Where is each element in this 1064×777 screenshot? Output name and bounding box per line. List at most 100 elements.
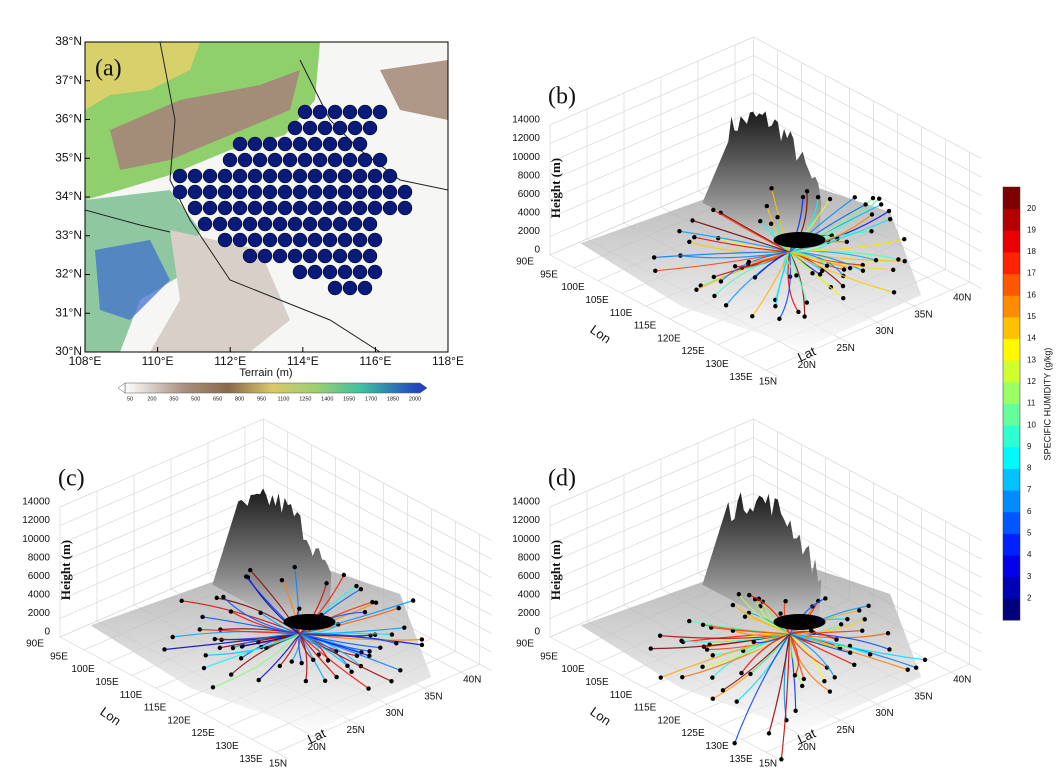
colorbar-tick-label: 16 (1027, 290, 1036, 299)
trajectory-panel: 0 2000 4000 6000 8000 10000 12000 14000 Height (… (512, 36, 982, 388)
trajectory-end (410, 598, 416, 603)
lon-tick-label: 120E (657, 333, 681, 344)
height-tick-label: 2000 (28, 608, 51, 619)
grid-line (549, 110, 754, 200)
colorbar-tick-label: 4 (1027, 550, 1032, 559)
trajectory-end (687, 239, 692, 245)
trajectory-panel: 0 2000 4000 6000 8000 10000 12000 14000 Height (… (22, 418, 492, 770)
lat-tick-label: 20N (308, 742, 326, 753)
height-tick-label: 14000 (512, 497, 540, 508)
site-dot (302, 120, 318, 136)
trajectory-end (303, 678, 309, 684)
trajectory (732, 604, 790, 635)
site-dot (262, 136, 278, 152)
height-tick-label: 8000 (28, 552, 51, 563)
site-dot (212, 216, 228, 232)
lat-tick-label: 40N (463, 675, 481, 686)
trajectory (679, 230, 790, 253)
trajectory (748, 612, 790, 635)
lat-title: Lat (305, 725, 328, 746)
site-dot (272, 248, 288, 264)
trajectory (212, 633, 300, 688)
terrain-plateau (702, 492, 822, 647)
site-dot (322, 232, 338, 248)
lat-tick-label: 30N (875, 326, 893, 337)
height-title: Height (m) (548, 540, 563, 600)
trajectory-end (822, 678, 827, 684)
trajectory (298, 633, 303, 664)
lat-tick-label: 35°N (55, 150, 82, 164)
lon-tick-label: 110E (610, 308, 633, 319)
lat-tick-label: 30N (875, 708, 893, 719)
height-tick-label: 14000 (512, 115, 540, 126)
lon-tick-label: 105E (585, 677, 609, 688)
trajectory-end (279, 577, 285, 583)
site-dot (352, 264, 368, 280)
trajectory-end (752, 275, 758, 280)
lat-tick-label: 31°N (55, 305, 82, 319)
source-cluster (773, 613, 826, 630)
trajectory-end (896, 257, 901, 262)
lon-tick-label: 115E (144, 703, 167, 714)
trajectory-end (862, 617, 867, 622)
trajectory-end (710, 653, 715, 658)
colorbar-segment (1003, 273, 1020, 296)
trajectory-end (783, 598, 788, 604)
height-tick-label: 8000 (518, 552, 541, 563)
trajectory-end (419, 637, 425, 642)
height-tick-label: 14000 (22, 497, 50, 508)
lat-tick-label: 40N (953, 675, 971, 686)
grid-line (59, 492, 264, 582)
site-dot (317, 216, 333, 232)
trajectory-end (704, 647, 710, 652)
trajectory (780, 633, 791, 760)
trajectory-end (238, 656, 244, 661)
terrain-lowland (580, 555, 922, 732)
colorbar-segment (1003, 576, 1020, 599)
height-tick-label: 6000 (518, 571, 541, 582)
colorbar-tick-label: 2 (1027, 593, 1032, 602)
lat-tick-label: 30°N (55, 344, 82, 358)
terrain-colorbar (124, 382, 421, 394)
trajectory-end (823, 596, 828, 601)
site-dot (332, 216, 348, 232)
trajectory-end (341, 572, 347, 578)
grid-line (263, 492, 492, 616)
site-dot (382, 168, 398, 184)
trajectory (789, 633, 871, 656)
site-dot (347, 120, 363, 136)
height-tick-label: 0 (44, 627, 50, 638)
grid-line (549, 254, 779, 377)
trajectory-end (680, 674, 685, 680)
trajectory-end (653, 268, 658, 274)
trajectory-end (742, 614, 748, 619)
lon-title: Lon (587, 704, 613, 729)
lat-tick-label: 20N (798, 742, 816, 753)
lon-tick-label: 100E (561, 282, 585, 293)
colorbar-segment (1003, 598, 1020, 621)
lat-tick-label: 34°N (55, 189, 82, 203)
colorbar-tick-label: 50 (127, 396, 133, 402)
trajectory-end (766, 731, 772, 736)
site-dot (292, 232, 308, 248)
height-tick-label: 12000 (512, 133, 540, 144)
colorbar-tick-label: 3 (1027, 572, 1032, 581)
colorbar-tick-label: 1100 (278, 396, 290, 402)
trajectory-end (228, 609, 234, 614)
colorbar-segment (1003, 251, 1020, 275)
lon-tick-label: 135E (729, 754, 753, 765)
colorbar-tick-label: 1850 (387, 396, 399, 402)
site-dot (262, 200, 278, 216)
colorbar-segment (1003, 425, 1020, 448)
site-dot (247, 200, 263, 216)
colorbar-tick-label: 6 (1027, 507, 1032, 516)
site-dot (327, 104, 343, 120)
grid-line (549, 36, 754, 126)
colorbar-tick-label: 1400 (321, 396, 333, 402)
grid-line (549, 55, 754, 144)
trajectory-end (887, 217, 893, 222)
panel-label: (c) (58, 466, 85, 492)
site-dot (217, 232, 233, 248)
site-dot (242, 216, 258, 232)
trajectory-end (824, 263, 830, 268)
